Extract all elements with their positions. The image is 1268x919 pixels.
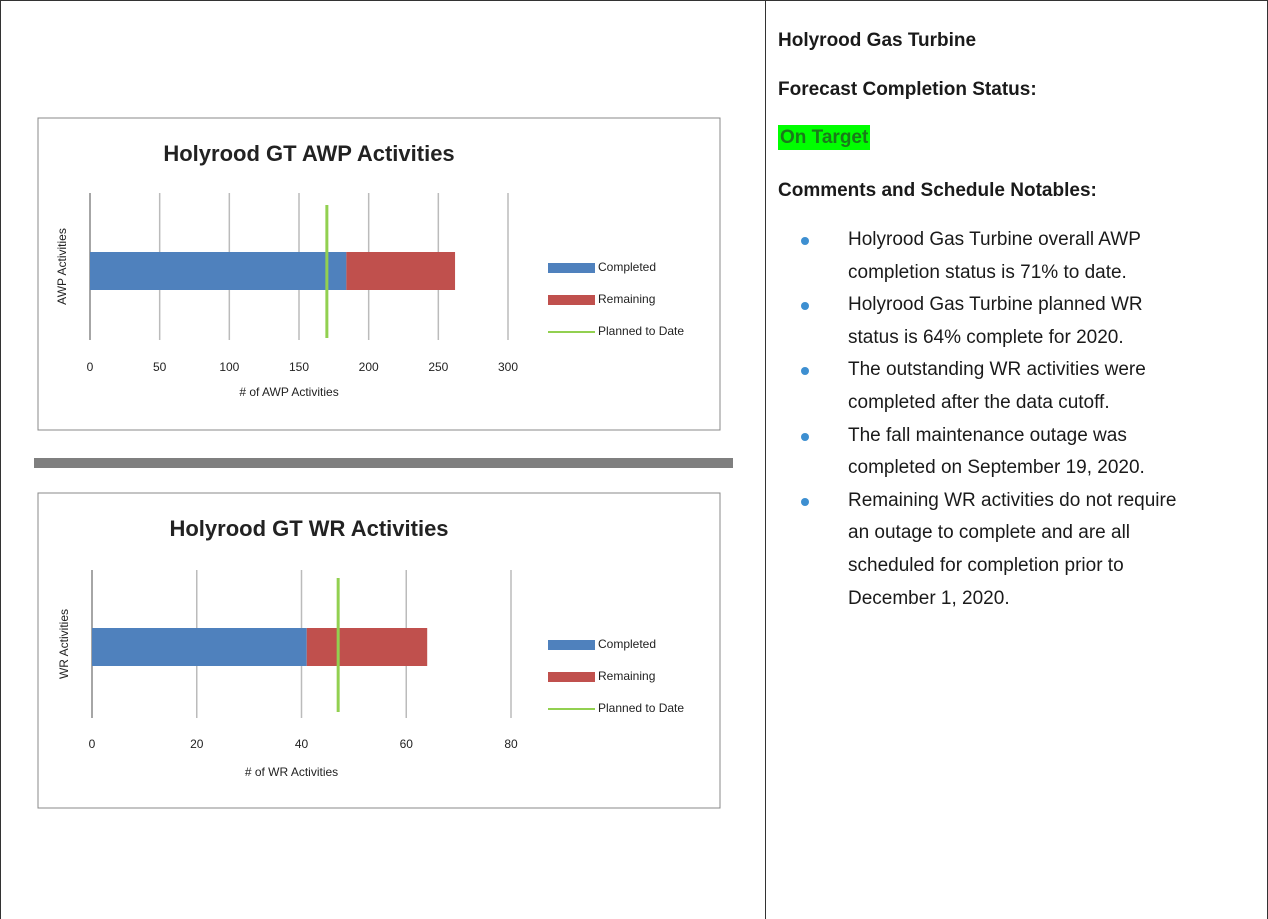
x-axis-label: # of WR Activities xyxy=(245,765,338,779)
legend-label: Planned to Date xyxy=(598,324,684,338)
bar-segment xyxy=(92,628,307,666)
bullet: Holyrood Gas Turbine planned WR status i… xyxy=(778,289,1178,354)
separator xyxy=(34,458,733,468)
x-tick-label: 250 xyxy=(428,360,448,374)
x-tick-label: 150 xyxy=(289,360,309,374)
legend-label: Completed xyxy=(598,260,656,274)
bullet-list: Holyrood Gas Turbine overall AWP complet… xyxy=(778,224,1178,615)
chart-title: Holyrood GT AWP Activities xyxy=(163,141,454,166)
status: On Target xyxy=(778,125,871,150)
heading: Holyrood Gas Turbine xyxy=(778,30,977,51)
bar-segment xyxy=(90,252,347,290)
x-tick-label: 300 xyxy=(498,360,518,374)
legend-label: Remaining xyxy=(598,292,655,306)
x-tick-label: 200 xyxy=(359,360,379,374)
legend-swatch xyxy=(548,672,595,682)
border xyxy=(0,0,1,919)
legend-label: Completed xyxy=(598,637,656,651)
x-tick-label: 0 xyxy=(87,360,94,374)
y-axis-label: AWP Activities xyxy=(55,228,69,305)
border xyxy=(0,0,1268,1)
x-tick-label: 40 xyxy=(295,737,309,751)
bullet: The fall maintenance outage was complete… xyxy=(778,420,1178,485)
x-axis-label: # of AWP Activities xyxy=(239,385,338,399)
x-tick-label: 50 xyxy=(153,360,167,374)
chart-title: Holyrood GT WR Activities xyxy=(169,516,448,541)
legend-label: Remaining xyxy=(598,669,655,683)
x-tick-label: 0 xyxy=(89,737,96,751)
bar-segment xyxy=(346,252,456,290)
x-tick-label: 60 xyxy=(400,737,414,751)
x-tick-label: 100 xyxy=(219,360,239,374)
status-label: Forecast Completion Status: xyxy=(778,79,1037,100)
bar-segment xyxy=(306,628,428,666)
bullet: Remaining WR activities do not require a… xyxy=(778,485,1178,615)
bullet: The outstanding WR activities were compl… xyxy=(778,354,1178,419)
legend-swatch xyxy=(548,263,595,273)
x-tick-label: 80 xyxy=(504,737,518,751)
bullet: Holyrood Gas Turbine overall AWP complet… xyxy=(778,224,1178,289)
border xyxy=(765,0,766,919)
legend-label: Planned to Date xyxy=(598,701,684,715)
legend-swatch xyxy=(548,295,595,305)
legend-swatch xyxy=(548,640,595,650)
y-axis-label: WR Activities xyxy=(57,609,71,679)
comments-label: Comments and Schedule Notables: xyxy=(778,180,1097,201)
x-tick-label: 20 xyxy=(190,737,204,751)
